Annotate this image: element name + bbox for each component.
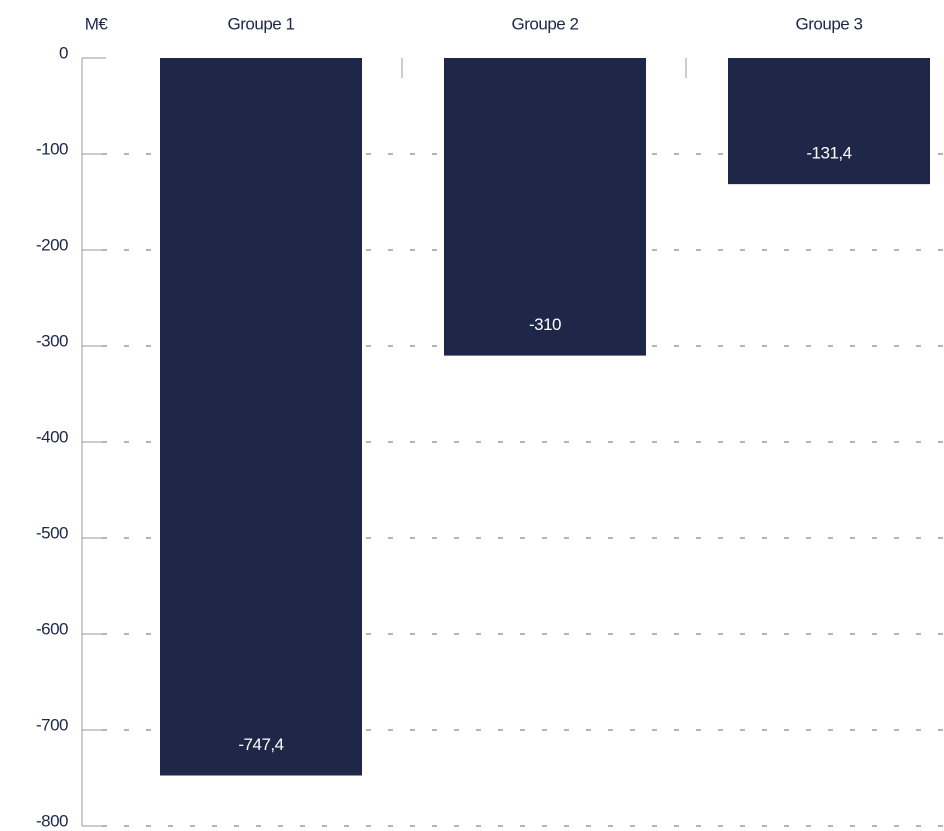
y-tick-label: -400 bbox=[36, 427, 68, 446]
y-tick-label: -200 bbox=[36, 235, 68, 254]
x-tick-label: Groupe 2 bbox=[512, 14, 579, 33]
x-tick-label: Groupe 1 bbox=[228, 14, 295, 33]
y-tick-label: -700 bbox=[36, 715, 68, 734]
data-label: -747,4 bbox=[238, 735, 283, 754]
y-tick-label: -500 bbox=[36, 523, 68, 542]
data-label: -310 bbox=[529, 315, 561, 334]
y-tick-label: -100 bbox=[36, 139, 68, 158]
y-tick-label: 0 bbox=[59, 43, 68, 62]
bar bbox=[444, 58, 646, 356]
y-tick-label: -600 bbox=[36, 619, 68, 638]
y-tick-label: -300 bbox=[36, 331, 68, 350]
data-label: -131,4 bbox=[806, 144, 851, 163]
y-axis-label: M€ bbox=[85, 14, 109, 33]
x-tick-label: Groupe 3 bbox=[796, 14, 863, 33]
bar bbox=[728, 58, 930, 185]
bar bbox=[160, 58, 362, 776]
y-tick-label: -800 bbox=[36, 811, 68, 830]
